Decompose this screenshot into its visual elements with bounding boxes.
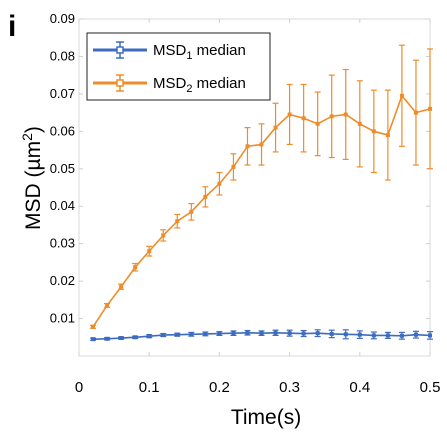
- y-tick-label: 0.07: [50, 86, 75, 101]
- data-series: [90, 44, 433, 342]
- data-point: [175, 332, 180, 337]
- data-point: [273, 330, 278, 335]
- legend-label-suffix: median: [192, 42, 245, 59]
- data-point: [245, 144, 250, 149]
- data-point: [399, 93, 404, 98]
- data-point: [119, 336, 124, 341]
- y-tick-label: 0.05: [50, 161, 75, 176]
- legend-marker: [116, 46, 124, 54]
- panel-letter: i: [8, 10, 16, 43]
- x-tick-label: 0.3: [279, 379, 300, 396]
- y-axis-label-close: ): [22, 126, 45, 133]
- data-point: [343, 112, 348, 117]
- y-tick-label: 0.01: [50, 311, 75, 326]
- data-point: [287, 112, 292, 117]
- data-point: [189, 209, 194, 214]
- axis-ticks: 0.01 0.02 0.03 0.04 0.05 0.06 0.07 0.08 0.09 0 0.1…: [50, 11, 441, 396]
- data-point: [385, 133, 390, 138]
- plot-area: [78, 18, 431, 357]
- data-point: [371, 129, 376, 134]
- legend-label-subscript: 1: [186, 50, 192, 62]
- x-tick-label: 0: [75, 379, 83, 396]
- x-tick-label: 0.4: [349, 379, 370, 396]
- data-point: [259, 142, 264, 147]
- data-point: [161, 333, 166, 338]
- legend-label-main: MSD: [153, 75, 187, 92]
- legend-box: [86, 32, 271, 101]
- y-tick-label: 0.02: [50, 273, 75, 288]
- data-point: [147, 249, 152, 254]
- data-point: [315, 121, 320, 126]
- data-point: [231, 331, 236, 336]
- data-point: [147, 334, 152, 339]
- data-point: [428, 333, 432, 338]
- data-point: [301, 116, 306, 121]
- y-axis-label-main: MSD (µm: [22, 141, 45, 230]
- data-point: [357, 121, 362, 126]
- data-point: [329, 331, 334, 336]
- legend-label-main: MSD: [153, 42, 187, 59]
- y-axis-label: MSD (µm2): [19, 126, 45, 230]
- data-point: [161, 233, 166, 238]
- y-tick-label: 0.04: [50, 198, 75, 213]
- legend-label-subscript: 2: [186, 83, 192, 95]
- data-point: [428, 106, 432, 111]
- data-point: [315, 331, 320, 336]
- data-point: [357, 332, 362, 337]
- data-point: [259, 331, 264, 336]
- data-point: [329, 114, 334, 119]
- data-point: [413, 332, 418, 337]
- x-tick-label: 0.2: [209, 379, 230, 396]
- data-point: [343, 332, 348, 337]
- data-point: [91, 324, 96, 329]
- x-axis-label: Time(s): [231, 406, 301, 429]
- data-point: [203, 331, 208, 336]
- legend-label-suffix: median: [192, 75, 245, 92]
- y-tick-label: 0.09: [50, 11, 75, 26]
- data-point: [217, 331, 222, 336]
- y-tick-label: 0.03: [50, 236, 75, 251]
- data-point: [175, 219, 180, 224]
- data-point: [301, 331, 306, 336]
- data-point: [105, 303, 110, 308]
- data-point: [231, 164, 236, 169]
- data-point: [105, 336, 110, 341]
- data-point: [203, 194, 208, 199]
- data-point: [273, 125, 278, 130]
- data-point: [245, 330, 250, 335]
- legend-item-2: MSD2 median: [93, 74, 246, 95]
- data-point: [385, 333, 390, 338]
- data-point: [133, 265, 138, 270]
- data-point: [91, 337, 96, 342]
- y-axis-label-exponent: 2: [19, 133, 35, 141]
- data-point: [217, 181, 222, 186]
- x-tick-label: 0.1: [139, 379, 160, 396]
- legend-label: MSD2 median: [153, 75, 246, 95]
- data-point: [133, 335, 138, 340]
- data-point: [399, 333, 404, 338]
- data-point: [413, 110, 418, 115]
- y-tick-label: 0.06: [50, 123, 75, 138]
- y-tick-label: 0.08: [50, 48, 75, 63]
- series-1: [90, 329, 433, 342]
- data-point: [189, 332, 194, 337]
- legend-label: MSD1 median: [153, 42, 246, 62]
- series-2: [90, 44, 433, 329]
- data-point: [287, 331, 292, 336]
- data-point: [371, 333, 376, 338]
- legend-marker: [116, 79, 124, 87]
- legend-item-1: MSD1 median: [93, 41, 246, 62]
- x-tick-label: 0.5: [420, 379, 441, 396]
- data-point: [119, 284, 124, 289]
